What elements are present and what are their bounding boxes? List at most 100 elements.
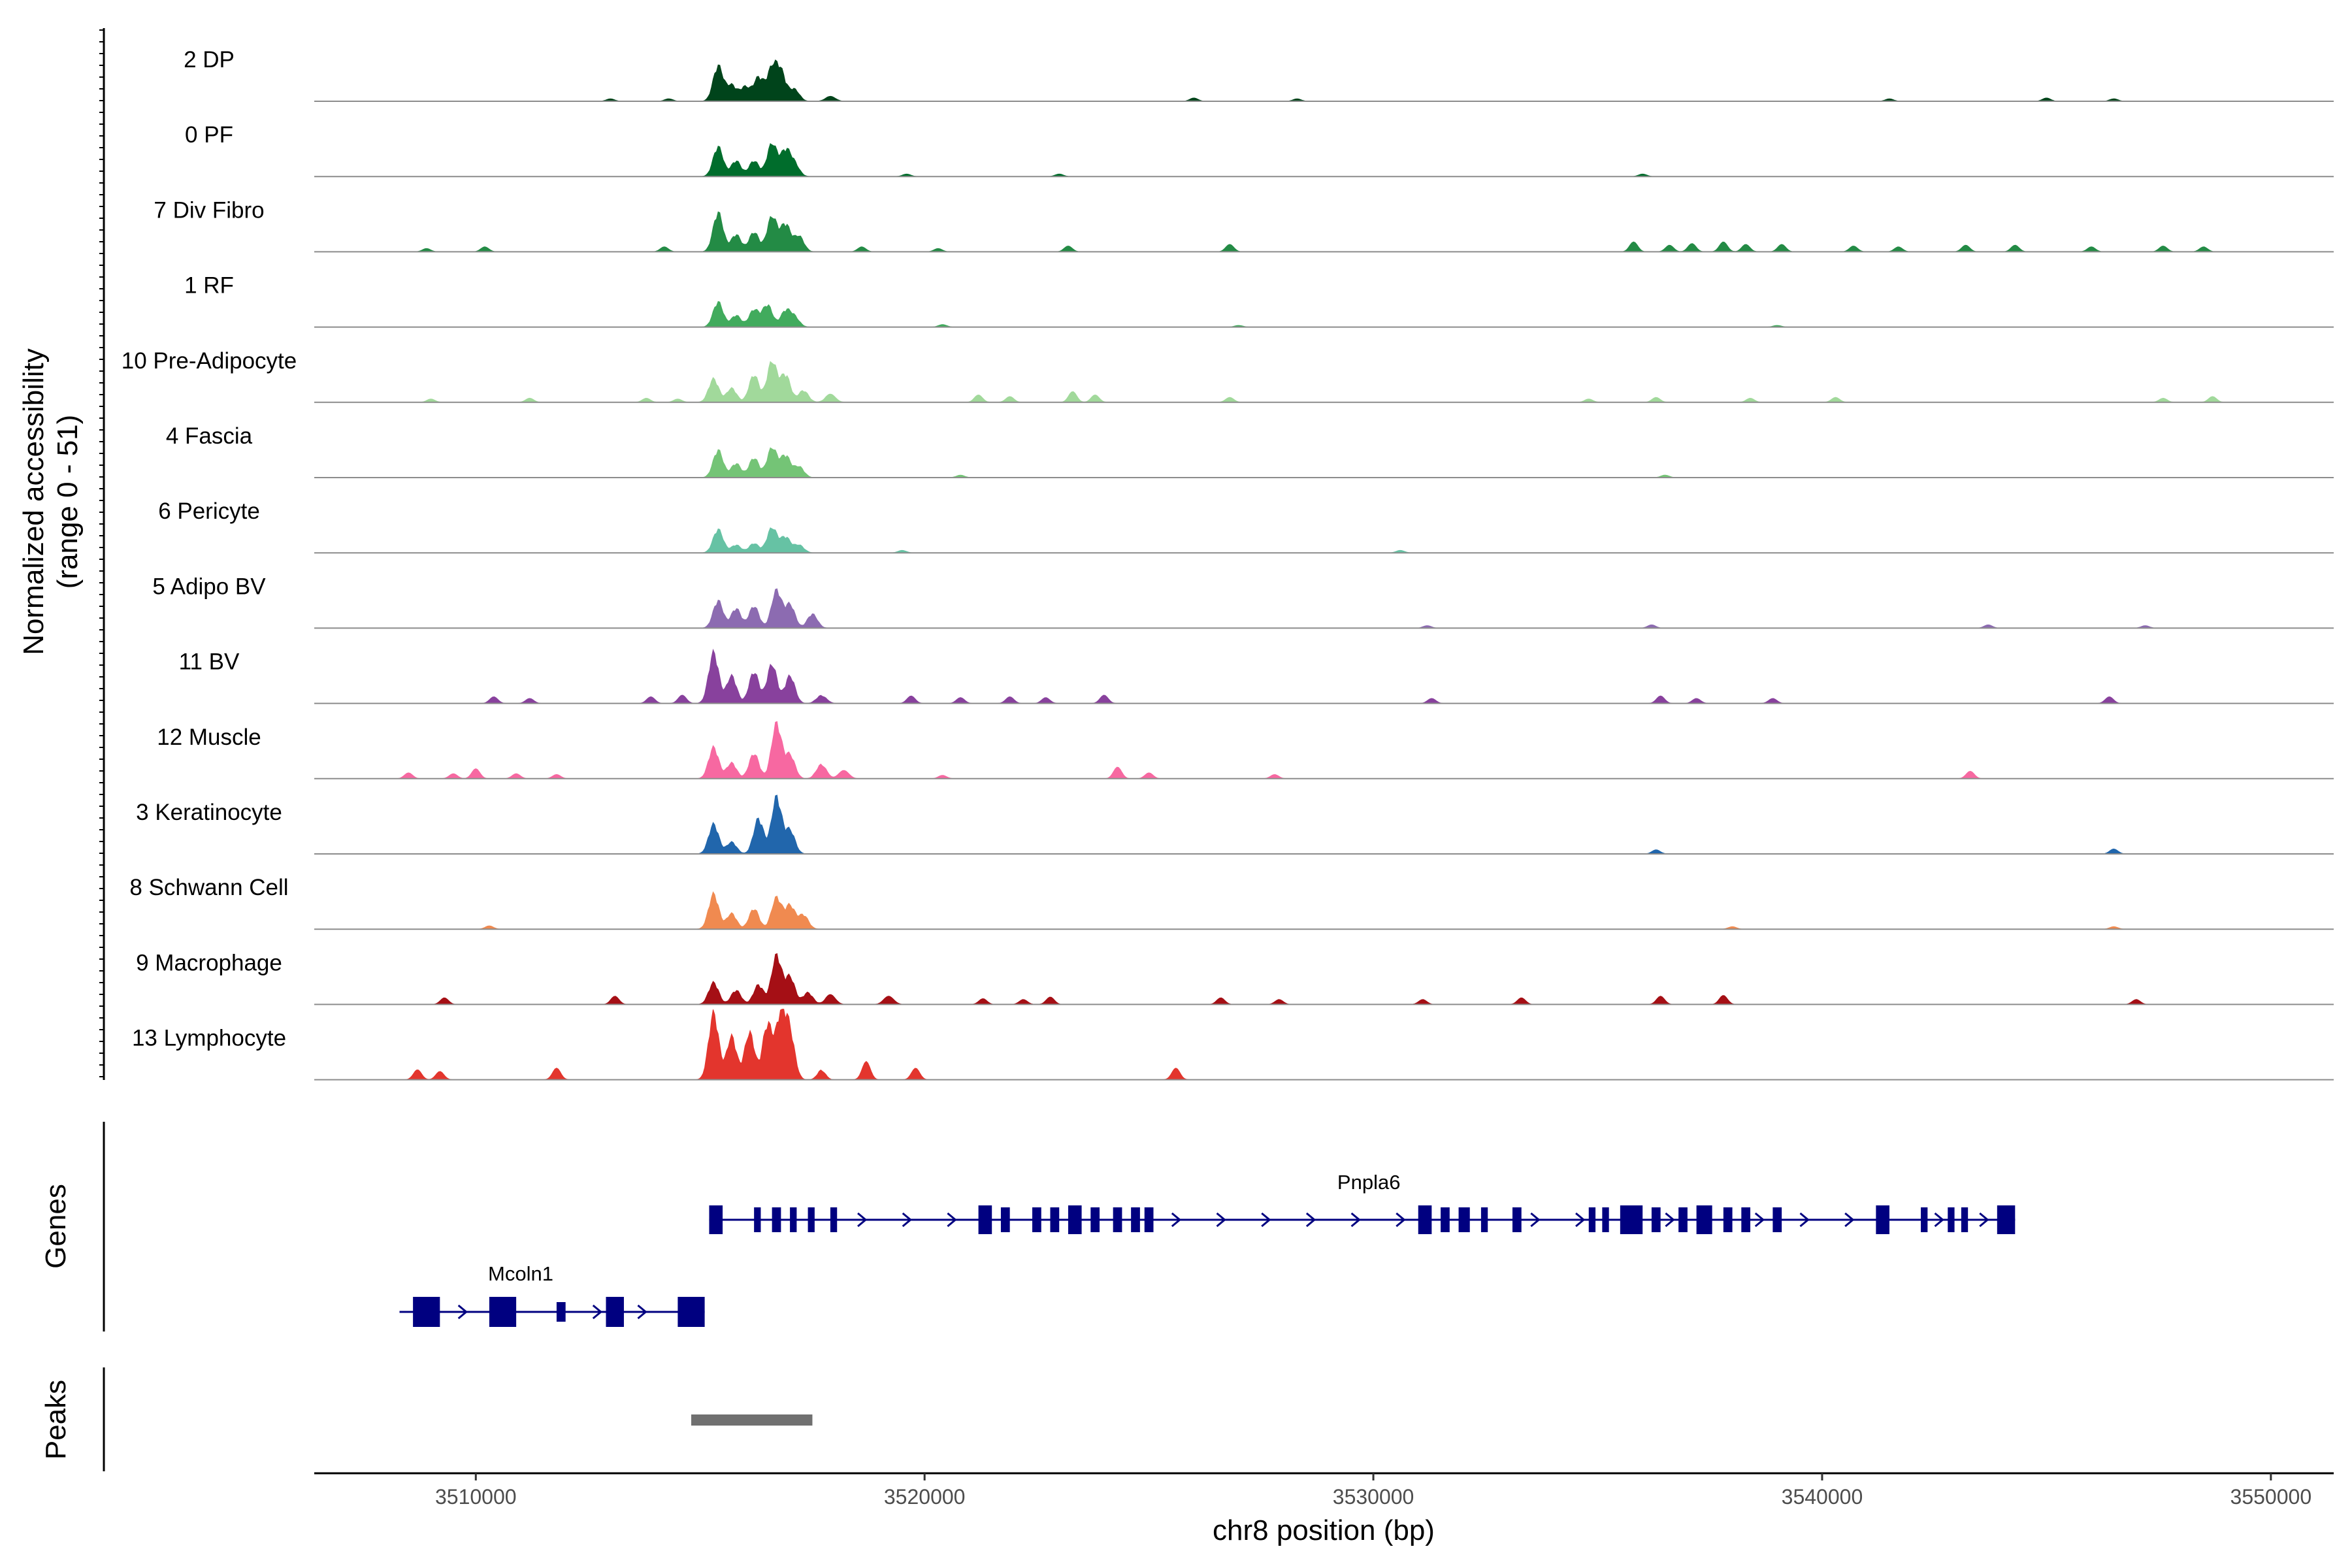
track-3: 7 Div Fibro xyxy=(154,197,2334,253)
exon xyxy=(1876,1205,1889,1234)
coverage-area xyxy=(314,142,2334,177)
strand-arrow xyxy=(1844,1212,1855,1228)
exon xyxy=(1000,1207,1010,1232)
strand-arrow xyxy=(1754,1212,1765,1228)
x-tick-label: 3530000 xyxy=(1333,1485,1414,1509)
strand-arrow xyxy=(1396,1212,1406,1228)
x-tick-label: 3520000 xyxy=(884,1485,966,1509)
exon xyxy=(1144,1207,1154,1232)
track-12: 8 Schwann Cell xyxy=(129,875,2334,930)
exon xyxy=(1458,1207,1470,1232)
exon xyxy=(1113,1207,1122,1232)
coverage-area xyxy=(314,59,2334,102)
track-4: 1 RF xyxy=(184,273,2334,328)
exon xyxy=(1441,1207,1450,1232)
coverage-area xyxy=(314,1009,2334,1081)
strand-arrow xyxy=(1171,1212,1182,1228)
exon xyxy=(606,1297,624,1327)
gene-pnpla6: Pnpla6 xyxy=(709,1171,2016,1234)
strand-arrow xyxy=(637,1304,647,1320)
gene-mcoln1: Mcoln1 xyxy=(399,1262,705,1327)
strand-arrow xyxy=(1261,1212,1271,1228)
gene-annotations: Pnpla6 Mcoln1 xyxy=(399,1171,2016,1327)
exon xyxy=(1651,1207,1661,1232)
strand-arrow xyxy=(1665,1212,1675,1228)
exon xyxy=(1418,1205,1432,1234)
x-axis-ticks: 3510000 3520000 3530000 3540000 3550000 xyxy=(435,1473,2311,1509)
coverage-area xyxy=(314,794,2334,855)
strand-arrow xyxy=(1305,1212,1316,1228)
x-tick-label: 3510000 xyxy=(435,1485,517,1509)
strand-arrow xyxy=(857,1212,868,1228)
exon xyxy=(1050,1207,1060,1232)
track-5: 10 Pre-Adipocyte xyxy=(122,348,2334,403)
strand-arrow xyxy=(1530,1212,1541,1228)
coverage-area xyxy=(314,301,2334,328)
coverage-area xyxy=(314,447,2334,478)
strand-arrow xyxy=(947,1212,957,1228)
track-8: 5 Adipo BV xyxy=(152,574,2334,629)
exon xyxy=(1723,1207,1733,1232)
exon xyxy=(1512,1207,1522,1232)
coverage-area xyxy=(314,953,2334,1005)
strand-arrow xyxy=(1350,1212,1361,1228)
exon xyxy=(1032,1207,1041,1232)
exon xyxy=(1620,1205,1643,1234)
exon xyxy=(1068,1205,1082,1234)
exon xyxy=(1090,1207,1100,1232)
track-label: 4 Fascia xyxy=(166,423,253,449)
track-label: 11 BV xyxy=(179,649,240,675)
strand-arrow xyxy=(457,1304,468,1320)
exon xyxy=(1741,1207,1751,1232)
track-label: 2 DP xyxy=(184,47,235,73)
track-label: 9 Macrophage xyxy=(136,950,282,975)
track-label: 6 Pericyte xyxy=(158,498,260,524)
exon xyxy=(413,1297,440,1327)
exon xyxy=(1678,1207,1688,1232)
track-label: 12 Muscle xyxy=(157,725,261,750)
coverage-area xyxy=(314,527,2334,553)
exon xyxy=(772,1207,781,1232)
x-tick-label: 3540000 xyxy=(1782,1485,1863,1509)
peak-bar xyxy=(691,1414,813,1426)
x-axis-title: chr8 position (bp) xyxy=(1213,1514,1435,1546)
track-14: 13 Lymphocyte xyxy=(132,1009,2334,1081)
strand-arrow xyxy=(592,1304,603,1320)
coverage-area xyxy=(314,361,2334,403)
exon xyxy=(1588,1207,1596,1232)
x-tick-label: 3550000 xyxy=(2230,1485,2312,1509)
peaks-panel-label: Peaks xyxy=(40,1380,72,1460)
coverage-area xyxy=(314,211,2334,252)
exon xyxy=(1921,1207,1928,1232)
exon xyxy=(830,1207,838,1232)
exon xyxy=(754,1207,761,1232)
track-label: 1 RF xyxy=(184,273,234,299)
coverage-area xyxy=(314,891,2334,930)
strand-arrow xyxy=(1979,1212,1989,1228)
track-9: 11 BV xyxy=(179,648,2334,704)
track-label: 5 Adipo BV xyxy=(152,574,266,599)
track-7: 6 Pericyte xyxy=(158,498,2334,554)
track-1: 2 DP xyxy=(184,47,2334,102)
exon xyxy=(709,1205,723,1234)
track-label: 10 Pre-Adipocyte xyxy=(122,348,297,374)
track-2: 0 PF xyxy=(185,122,2334,178)
coverage-area xyxy=(314,721,2334,779)
exon xyxy=(1696,1205,1712,1234)
exon xyxy=(1602,1207,1609,1232)
strand-arrow xyxy=(1575,1212,1586,1228)
gene-name: Mcoln1 xyxy=(488,1262,553,1285)
y-axis-title: Normalized accessibility xyxy=(18,348,50,655)
strand-arrow xyxy=(902,1212,913,1228)
genes-panel-label: Genes xyxy=(40,1184,72,1269)
exon xyxy=(1948,1207,1955,1232)
track-label: 8 Schwann Cell xyxy=(129,875,288,900)
exon xyxy=(1480,1207,1488,1232)
coverage-tracks: 2 DP 0 PF 7 Div Fibro 1 RF 10 Pre-Adipocyte 4… xyxy=(99,28,2334,1081)
coverage-area xyxy=(314,648,2334,704)
peak-regions xyxy=(691,1414,813,1426)
exon xyxy=(790,1207,797,1232)
strand-arrow xyxy=(1799,1212,1810,1228)
strand-arrow xyxy=(1216,1212,1226,1228)
